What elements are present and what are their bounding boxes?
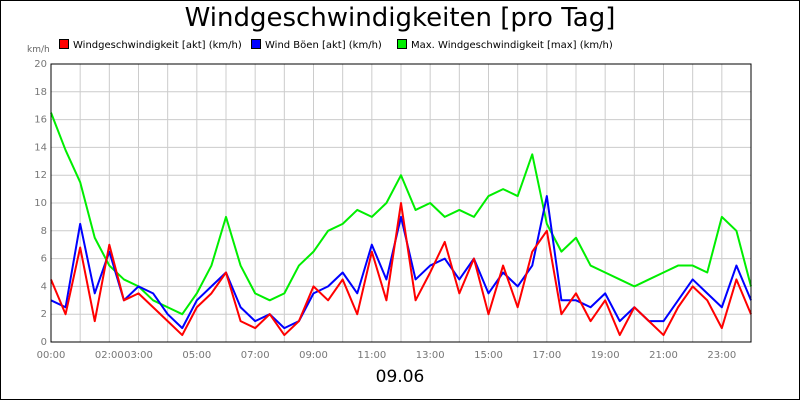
x-tick-label: 11:00 — [357, 350, 386, 361]
legend-label-boeen: Wind Böen [akt] (km/h) — [265, 40, 382, 51]
chart-title: Windgeschwindigkeiten [pro Tag] — [184, 3, 616, 33]
legend-label-windgeschwindigkeit: Windgeschwindigkeit [akt] (km/h) — [73, 40, 242, 51]
x-tick-label: 02:00 — [95, 350, 124, 361]
y-tick-label: 10 — [34, 198, 47, 209]
x-tick-label: 19:00 — [591, 350, 620, 361]
x-tick-label: 13:00 — [416, 350, 445, 361]
y-tick-label: 6 — [41, 254, 47, 265]
x-tick-label: 09:00 — [299, 350, 328, 361]
date-label: 09.06 — [375, 367, 425, 387]
legend-item-windgeschwindigkeit: Windgeschwindigkeit [akt] (km/h) — [59, 39, 242, 51]
y-tick-label: 0 — [41, 337, 47, 348]
x-tick-label: 23:00 — [707, 350, 736, 361]
y-tick-label: 16 — [34, 115, 47, 126]
x-tick-label: 07:00 — [241, 350, 270, 361]
y-axis-unit-label: km/h — [27, 45, 50, 55]
y-tick-label: 4 — [41, 281, 47, 292]
y-tick-label: 20 — [34, 59, 47, 70]
plot-border — [50, 63, 752, 343]
x-tick-label: 15:00 — [474, 350, 503, 361]
legend-item-boeen: Wind Böen [akt] (km/h) — [251, 39, 382, 51]
legend-swatch-blue — [251, 39, 261, 49]
y-tick-label: 2 — [41, 309, 47, 320]
x-tick-label: 03:00 — [124, 350, 153, 361]
x-tick-label: 05:00 — [182, 350, 211, 361]
y-tick-label: 12 — [34, 170, 47, 181]
y-tick-label: 18 — [34, 87, 47, 98]
x-tick-label: 00:00 — [37, 350, 66, 361]
series-line-windgeschwindigkeit — [50, 202, 752, 337]
legend-label-max: Max. Windgeschwindigkeit [max] (km/h) — [411, 40, 613, 51]
y-tick-label: 8 — [41, 226, 47, 237]
y-tick-label: 14 — [34, 142, 47, 153]
legend-swatch-red — [59, 39, 69, 49]
legend-item-max: Max. Windgeschwindigkeit [max] (km/h) — [397, 39, 613, 51]
legend-swatch-green — [397, 39, 407, 49]
x-tick-label: 17:00 — [532, 350, 561, 361]
x-tick-label: 21:00 — [649, 350, 678, 361]
series-line-max — [50, 112, 752, 316]
